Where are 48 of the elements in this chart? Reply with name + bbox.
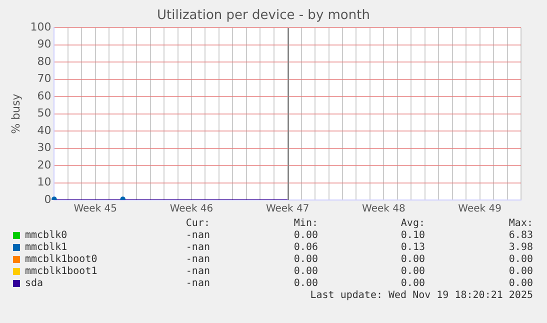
legend-label: mmcblk0: [25, 230, 68, 242]
x-tick-label: Week 47: [266, 204, 310, 215]
x-tick-label: Week 46: [170, 204, 214, 215]
x-tick-label: Week 48: [362, 204, 406, 215]
text: Min:: [294, 218, 318, 230]
legend-label: mmcblk1: [25, 242, 68, 254]
text: 3.98: [508, 242, 533, 254]
text: 0.00: [400, 278, 425, 290]
text: 0.00: [294, 254, 318, 266]
chart-title: Utilization per device - by month: [157, 8, 370, 24]
y-tick-label: 50: [37, 106, 52, 120]
text: -nan: [186, 230, 210, 242]
text: 0.13: [400, 242, 425, 254]
text: Max:: [508, 218, 533, 230]
text: 0.00: [508, 254, 533, 266]
text: Cur:: [186, 218, 210, 230]
y-tick-label: 90: [37, 38, 52, 51]
text: 0.00: [508, 266, 533, 278]
legend-label: sda: [25, 278, 44, 290]
y-axis-title: % busy: [9, 93, 22, 134]
x-tick-label: Week 45: [74, 204, 118, 215]
text: 0.00: [400, 266, 425, 278]
text: 0.00: [294, 230, 318, 242]
text: -nan: [186, 254, 210, 266]
y-tick-label: 70: [37, 72, 52, 86]
text: 0.00: [400, 254, 425, 266]
y-tick-label: 20: [37, 158, 52, 172]
text: -nan: [186, 266, 210, 278]
text: 0.00: [294, 278, 318, 290]
y-tick-label: 60: [37, 89, 52, 102]
text: 6.83: [508, 230, 533, 242]
y-tick-label: 80: [37, 54, 52, 68]
legend-label: mmcblk1boot1: [25, 266, 98, 278]
x-tick-label: Week 49: [458, 204, 502, 215]
text: 0.06: [294, 242, 318, 254]
text: -nan: [186, 278, 210, 290]
y-tick-label: 40: [37, 124, 52, 137]
text: Last update: Wed Nov 19 18:20:21 2025: [310, 290, 533, 302]
text: 0.00: [508, 278, 533, 290]
y-tick-label: 0: [44, 192, 52, 206]
y-tick-label: 30: [37, 141, 52, 154]
legend-label: mmcblk1boot0: [25, 254, 98, 266]
y-tick-label: 100: [30, 20, 52, 34]
y-tick-label: 10: [37, 176, 52, 189]
text: Avg:: [400, 218, 425, 230]
text: -nan: [186, 242, 210, 254]
text: 0.10: [400, 230, 425, 242]
text: 0.00: [294, 266, 318, 278]
